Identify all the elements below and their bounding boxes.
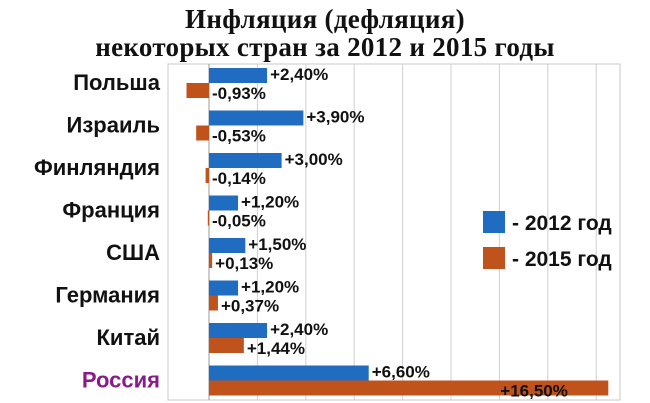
value-label: -0,05% (212, 212, 266, 231)
value-label: +1,50% (248, 235, 306, 254)
bar-2015 (207, 210, 210, 226)
value-label: +16,50% (500, 382, 568, 401)
bar-2012 (209, 153, 282, 168)
category-labels: Польша Израиль Финляндия Франция США Германия… (34, 70, 161, 393)
bar-2012 (209, 365, 369, 381)
legend-swatch (483, 247, 505, 269)
value-labels: +2,40%-0,93%+3,90%-0,53%+3,00%-0,14%+1,2… (212, 65, 568, 401)
value-label: +1,20% (241, 278, 299, 297)
legend-label: - 2015 год (512, 248, 612, 271)
bar-2015 (209, 338, 244, 353)
category-label: Франция (62, 198, 160, 223)
bar-2015 (209, 253, 213, 268)
value-label: +0,13% (215, 254, 273, 273)
category-label: Китай (97, 325, 161, 350)
value-label: +3,90% (306, 108, 364, 127)
category-label: Польша (73, 70, 161, 95)
bar-2012 (209, 280, 239, 296)
value-label: -0,93% (212, 84, 266, 103)
value-label: +2,40% (270, 320, 328, 339)
category-label: Германия (55, 283, 160, 308)
bar-2012 (209, 68, 268, 83)
value-label: +0,37% (221, 297, 279, 316)
category-label: Финляндия (34, 155, 160, 180)
bar-2015 (196, 125, 209, 141)
bar-2015 (209, 295, 218, 311)
legend-label: - 2012 год (512, 212, 612, 235)
value-label: -0,53% (212, 127, 266, 146)
category-label: Россия (82, 368, 160, 393)
bar-2012 (209, 195, 239, 211)
bar-2015 (205, 168, 209, 183)
legend: - 2012 год - 2015 год (483, 211, 612, 271)
value-label: +2,40% (270, 65, 328, 84)
value-label: +1,44% (247, 339, 305, 358)
plot-frame (167, 63, 621, 401)
bar-2012 (209, 323, 268, 338)
category-label: США (106, 240, 160, 265)
chart-title-line-2: некоторых стран за 2012 и 2015 годы (95, 32, 555, 62)
bars (186, 68, 609, 396)
bar-2015 (186, 83, 209, 98)
bar-2015 (209, 380, 609, 396)
bar-2012 (209, 238, 246, 253)
value-label: +6,60% (372, 363, 430, 382)
chart-title-line-1: Инфляция (дефляция) (185, 4, 465, 34)
legend-swatch (483, 211, 505, 233)
value-label: +3,00% (285, 150, 343, 169)
category-label: Израиль (67, 113, 160, 138)
value-label: +1,20% (241, 193, 299, 212)
value-label: -0,14% (212, 169, 266, 188)
bar-2012 (209, 110, 304, 126)
